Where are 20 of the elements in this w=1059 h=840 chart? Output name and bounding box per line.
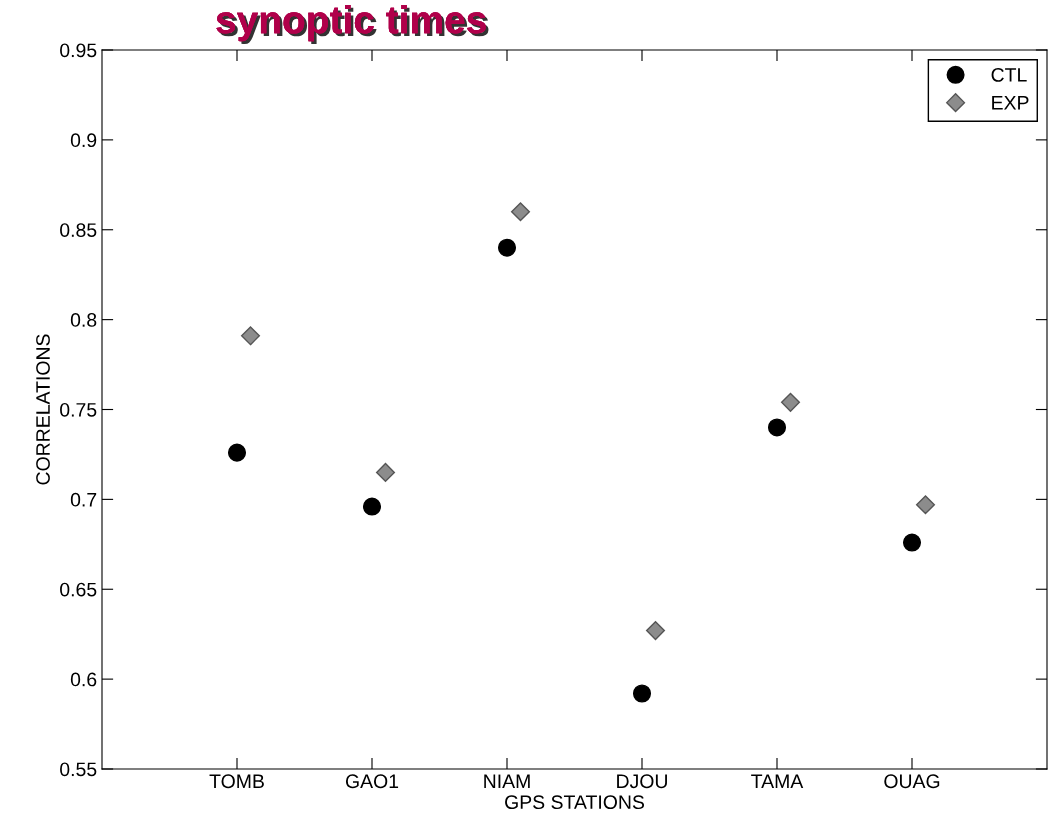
x-tick-label: TAMA: [751, 774, 804, 788]
x-tick-label: OUAG: [884, 774, 940, 789]
x-axis-title: GPS STATIONS: [505, 795, 645, 810]
x-tick-label: DJOU: [617, 774, 667, 789]
y-tick-label: 0.6: [70, 672, 97, 687]
x-tick-label: GAO1: [345, 774, 399, 789]
x-tick-label: NIAM: [484, 774, 530, 788]
legend-label: EXP: [992, 96, 1029, 110]
legend-label: CTL: [991, 68, 1027, 82]
x-tick-label: TOMB: [209, 774, 264, 789]
y-tick-label: 0.65: [60, 582, 97, 597]
y-tick-label: 0.8: [70, 313, 97, 327]
y-tick-label: 0.7: [70, 492, 97, 507]
y-tick-label: 0.75: [60, 402, 97, 417]
chart-title: synoptic times: [216, 5, 489, 45]
y-tick-label: 0.85: [60, 223, 97, 237]
y-axis-title: CORRELATIONS: [36, 334, 50, 485]
y-tick-label: 0.95: [60, 43, 97, 58]
y-tick-label: 0.9: [70, 133, 97, 148]
y-tick-label: 0.55: [60, 762, 97, 777]
